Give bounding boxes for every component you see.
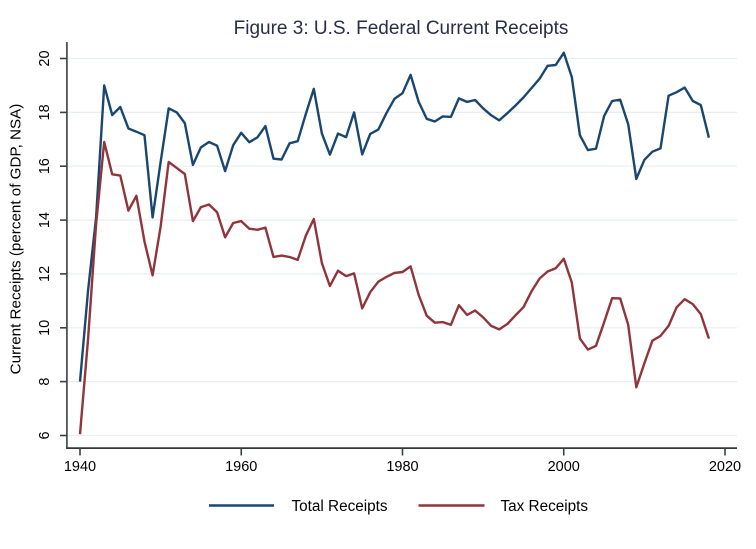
svg-text:Total Receipts: Total Receipts: [292, 498, 388, 515]
svg-text:14: 14: [37, 212, 53, 228]
svg-text:Current Receipts (percent of G: Current Receipts (percent of GDP, NSA): [7, 104, 24, 375]
svg-text:1980: 1980: [386, 459, 418, 475]
svg-text:Figure 3: U.S. Federal Current: Figure 3: U.S. Federal Current Receipts: [234, 18, 569, 39]
svg-text:6: 6: [37, 431, 53, 439]
svg-text:20: 20: [37, 50, 53, 66]
svg-text:18: 18: [37, 104, 53, 120]
svg-text:1940: 1940: [64, 459, 96, 475]
svg-text:16: 16: [37, 158, 53, 174]
svg-text:2020: 2020: [709, 459, 741, 475]
svg-text:1960: 1960: [225, 459, 257, 475]
svg-text:8: 8: [37, 378, 53, 386]
svg-text:10: 10: [37, 320, 53, 336]
svg-text:2000: 2000: [548, 459, 580, 475]
svg-text:12: 12: [37, 266, 53, 282]
svg-text:Tax Receipts: Tax Receipts: [501, 498, 589, 515]
